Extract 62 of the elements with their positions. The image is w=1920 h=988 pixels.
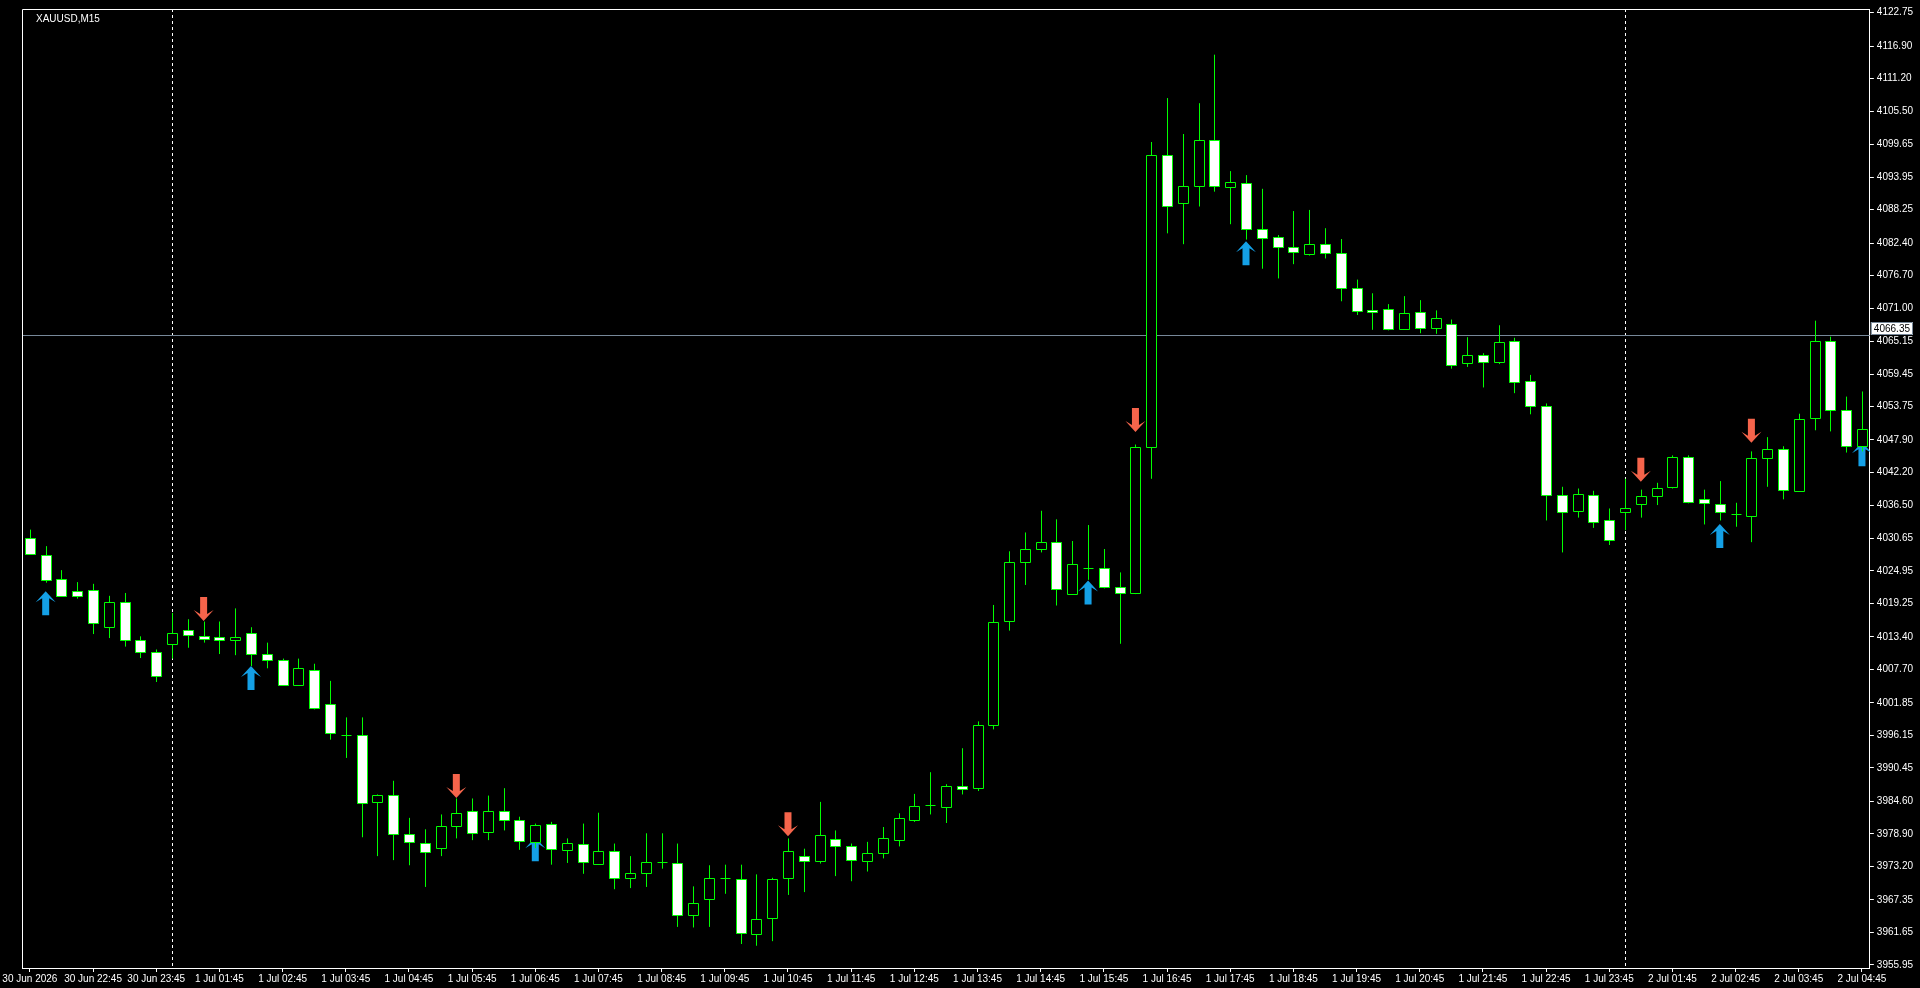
x-tick-label: 1 Jul 09:45 bbox=[700, 972, 750, 984]
x-tick-label: 1 Jul 11:45 bbox=[827, 972, 876, 984]
x-tick-label: 1 Jul 21:45 bbox=[1458, 972, 1508, 984]
y-tick-label: 3978.90 bbox=[1876, 827, 1914, 839]
y-tick-label: 3967.35 bbox=[1876, 893, 1914, 905]
x-tick-label: 30 Jun 23:45 bbox=[127, 972, 186, 984]
y-tick-label: 4001.85 bbox=[1876, 696, 1914, 708]
y-tick-label: 4030.65 bbox=[1876, 532, 1914, 544]
chart-title: XAUUSD,M15 bbox=[36, 12, 101, 24]
x-tick-label: 1 Jul 14:45 bbox=[1016, 972, 1066, 984]
y-tick-label: 4071.00 bbox=[1876, 301, 1914, 313]
y-tick-label: 4024.95 bbox=[1876, 564, 1914, 576]
x-tick-label: 2 Jul 04:45 bbox=[1837, 972, 1887, 984]
ref-line-label: 4066.35 bbox=[1873, 322, 1911, 334]
y-tick-label: 4053.75 bbox=[1876, 400, 1914, 412]
x-tick-label: 1 Jul 12:45 bbox=[889, 972, 940, 984]
y-tick-label: 3996.15 bbox=[1876, 729, 1914, 741]
y-tick-label: 4019.25 bbox=[1876, 597, 1914, 609]
y-tick-label: 4099.65 bbox=[1876, 138, 1914, 150]
x-tick-label: 30 Jun 22:45 bbox=[64, 972, 123, 984]
y-tick-label: 4042.20 bbox=[1876, 466, 1914, 478]
y-tick-label: 4036.50 bbox=[1876, 498, 1914, 510]
x-tick-label: 1 Jul 17:45 bbox=[1205, 972, 1256, 984]
y-tick-label: 4076.70 bbox=[1876, 269, 1914, 281]
x-tick-label: 30 Jun 2026 bbox=[2, 972, 58, 984]
y-tick-label: 4093.95 bbox=[1876, 170, 1914, 182]
y-tick-label: 4065.15 bbox=[1876, 335, 1914, 347]
y-tick-label: 4047.90 bbox=[1876, 433, 1914, 445]
y-tick-label: 3984.60 bbox=[1876, 795, 1914, 807]
x-tick-label: 1 Jul 08:45 bbox=[637, 972, 687, 984]
x-tick-label: 1 Jul 15:45 bbox=[1079, 972, 1129, 984]
x-tick-label: 1 Jul 06:45 bbox=[510, 972, 561, 984]
x-tick-label: 1 Jul 01:45 bbox=[194, 972, 245, 984]
x-tick-label: 1 Jul 04:45 bbox=[384, 972, 434, 984]
x-tick-label: 1 Jul 07:45 bbox=[574, 972, 624, 984]
y-tick-label: 4007.70 bbox=[1876, 663, 1914, 675]
y-tick-label: 4088.25 bbox=[1876, 203, 1914, 215]
x-tick-label: 1 Jul 23:45 bbox=[1584, 972, 1635, 984]
y-tick-label: 4013.40 bbox=[1876, 630, 1914, 642]
y-tick-label: 4059.45 bbox=[1876, 367, 1914, 379]
y-tick-label: 4111.20 bbox=[1876, 72, 1912, 84]
x-tick-label: 2 Jul 01:45 bbox=[1647, 972, 1698, 984]
x-tick-label: 1 Jul 18:45 bbox=[1268, 972, 1319, 984]
x-tick-label: 1 Jul 02:45 bbox=[258, 972, 308, 984]
y-tick-label: 4105.50 bbox=[1876, 104, 1914, 116]
y-tick-label: 3973.20 bbox=[1876, 860, 1914, 872]
x-tick-label: 1 Jul 16:45 bbox=[1142, 972, 1192, 984]
x-tick-label: 1 Jul 10:45 bbox=[763, 972, 813, 984]
x-tick-label: 1 Jul 20:45 bbox=[1395, 972, 1445, 984]
y-tick-label: 4122.75 bbox=[1876, 6, 1914, 18]
x-tick-label: 1 Jul 19:45 bbox=[1332, 972, 1382, 984]
y-tick-label: 3955.95 bbox=[1876, 958, 1914, 970]
x-tick-label: 1 Jul 05:45 bbox=[447, 972, 498, 984]
x-tick-label: 1 Jul 22:45 bbox=[1521, 972, 1571, 984]
y-tick-label: 4116.90 bbox=[1876, 39, 1913, 51]
x-tick-label: 1 Jul 13:45 bbox=[953, 972, 1003, 984]
x-tick-label: 1 Jul 03:45 bbox=[321, 972, 371, 984]
y-tick-label: 3990.45 bbox=[1876, 761, 1914, 773]
y-tick-label: 3961.65 bbox=[1876, 926, 1914, 938]
x-tick-label: 2 Jul 02:45 bbox=[1711, 972, 1761, 984]
y-tick-label: 4082.40 bbox=[1876, 236, 1914, 248]
x-tick-label: 2 Jul 03:45 bbox=[1774, 972, 1824, 984]
